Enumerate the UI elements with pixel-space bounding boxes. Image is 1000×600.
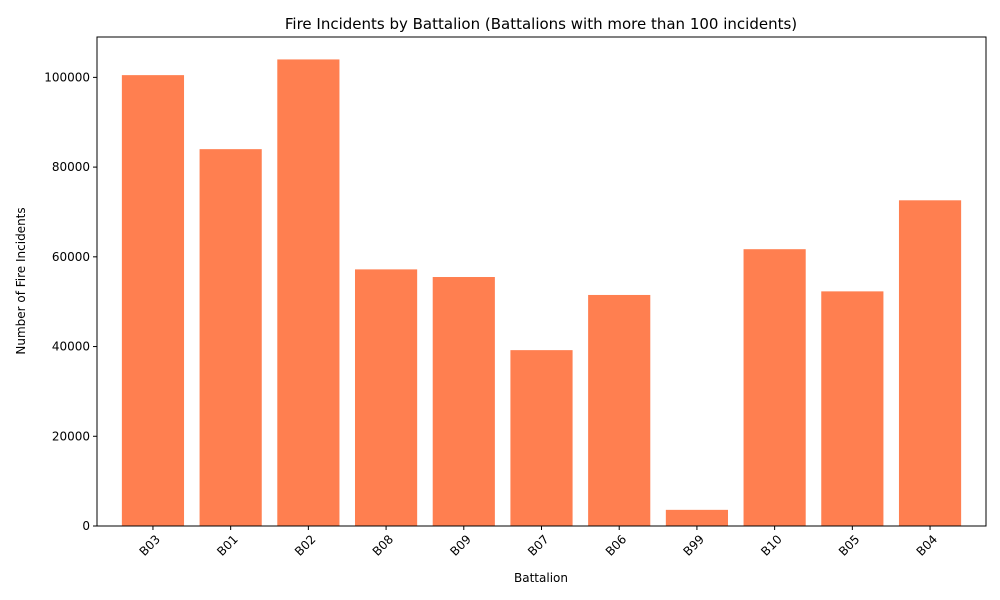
y-tick-label: 20000 [52, 429, 90, 443]
bar-b09 [432, 277, 495, 526]
bar-b02 [277, 59, 340, 527]
bar-b03 [121, 75, 185, 526]
y-tick-label: 40000 [52, 340, 90, 354]
x-tick-label: B09 [447, 532, 474, 559]
x-axis-label: Battalion [514, 571, 568, 585]
x-tick-label: B07 [525, 532, 552, 559]
bar-b04 [898, 200, 962, 527]
bar-b08 [354, 269, 418, 526]
bar-b06 [588, 294, 651, 526]
x-tick-label: B05 [836, 532, 863, 559]
y-tick-label: 0 [82, 519, 90, 533]
x-tick-label: B01 [214, 532, 241, 559]
bar-b07 [510, 350, 573, 526]
y-tick-label: 100000 [44, 70, 90, 84]
x-axis-ticks: B03 B01 B02 B08 B09 B07 B06 B99 B10 B05 B04 [137, 526, 941, 559]
x-tick-label: B04 [914, 532, 941, 559]
x-tick-label: B06 [603, 532, 630, 559]
bar-b05 [821, 291, 884, 526]
bar-b99 [665, 509, 729, 526]
bar-b01 [199, 149, 262, 527]
x-tick-label: B99 [681, 532, 708, 559]
x-tick-label: B10 [758, 532, 785, 559]
x-tick-label: B03 [137, 532, 164, 559]
y-axis-label: Number of Fire Incidents [14, 207, 28, 354]
y-tick-label: 80000 [52, 160, 90, 174]
bar-b10 [743, 249, 806, 526]
plot-frame [96, 36, 987, 527]
chart-title: Fire Incidents by Battalion (Battalions … [285, 15, 797, 33]
y-axis-ticks: 0 20000 40000 60000 80000 100000 [44, 70, 97, 533]
bars-group [121, 59, 962, 527]
x-tick-label: B08 [370, 532, 397, 559]
x-tick-label: B02 [292, 532, 319, 559]
y-tick-label: 60000 [52, 250, 90, 264]
